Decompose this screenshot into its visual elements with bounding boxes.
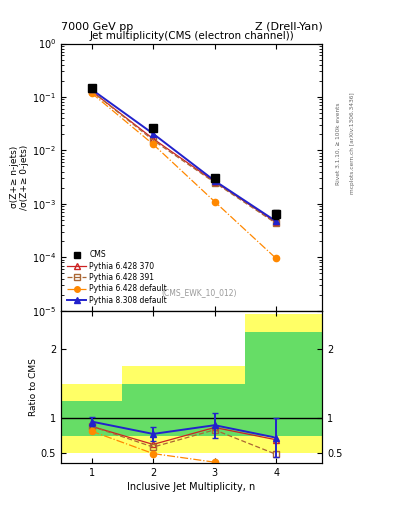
Text: mcplots.cern.ch [arXiv:1306.3436]: mcplots.cern.ch [arXiv:1306.3436]: [350, 93, 355, 194]
Text: Rivet 3.1.10, ≥ 100k events: Rivet 3.1.10, ≥ 100k events: [336, 102, 341, 185]
Text: 7000 GeV pp: 7000 GeV pp: [61, 22, 133, 32]
Title: Jet multiplicity(CMS (electron channel)): Jet multiplicity(CMS (electron channel)): [89, 31, 294, 41]
X-axis label: Inclusive Jet Multiplicity, n: Inclusive Jet Multiplicity, n: [127, 482, 256, 493]
Y-axis label: σ(Z+≥ n-jets)
/σ(Z+≥ 0-jets): σ(Z+≥ n-jets) /σ(Z+≥ 0-jets): [10, 144, 29, 210]
Y-axis label: Ratio to CMS: Ratio to CMS: [29, 358, 38, 416]
Legend: CMS, Pythia 6.428 370, Pythia 6.428 391, Pythia 6.428 default, Pythia 8.308 defa: CMS, Pythia 6.428 370, Pythia 6.428 391,…: [65, 248, 169, 307]
Text: Z (Drell-Yan): Z (Drell-Yan): [255, 22, 322, 32]
Text: (CMS_EWK_10_012): (CMS_EWK_10_012): [162, 288, 237, 297]
